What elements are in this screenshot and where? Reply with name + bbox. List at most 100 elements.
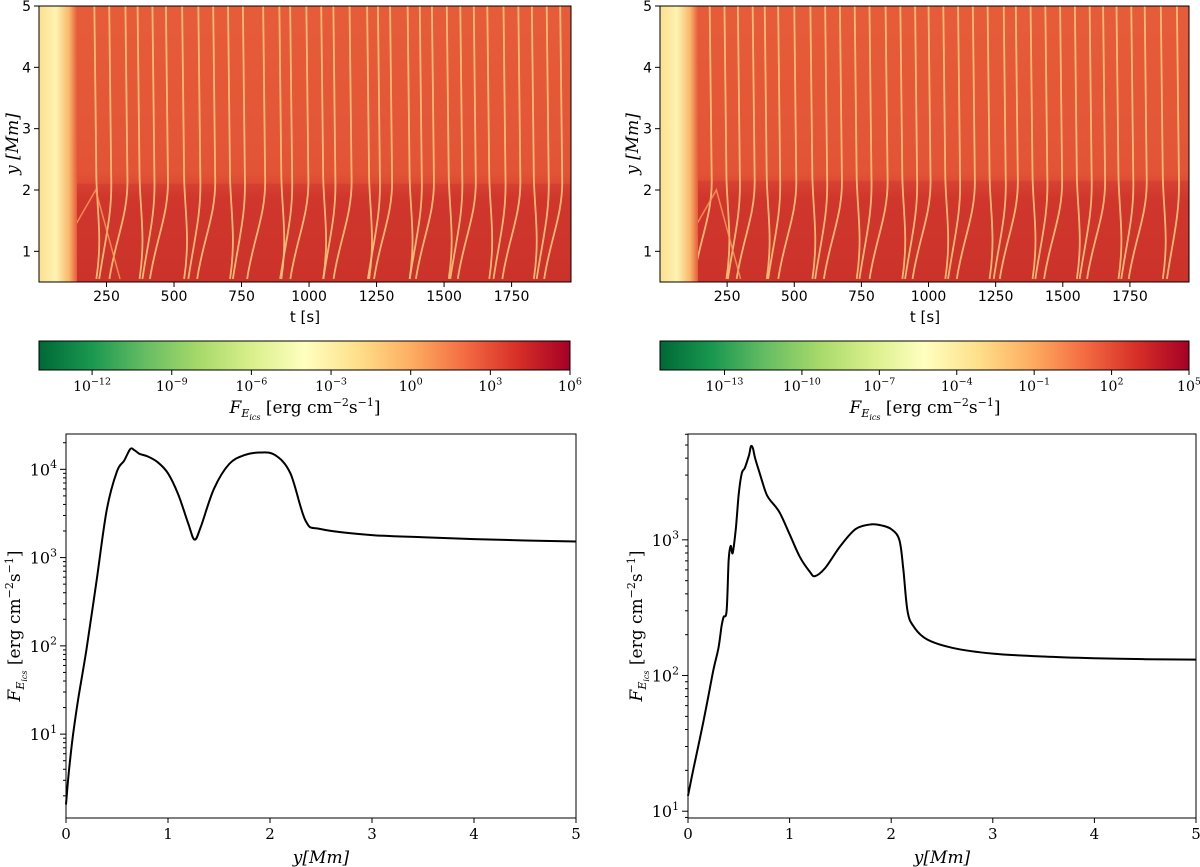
heatmap-streak (492, 6, 507, 280)
x-tick-label: 1500 (426, 289, 462, 305)
heatmap-streak (196, 6, 217, 280)
heatmap-streak (726, 6, 741, 280)
y-tick-label: 101 (30, 723, 57, 744)
colorbar-tick-label: 10−12 (73, 377, 111, 395)
x-tick-label: 1000 (291, 289, 327, 305)
x-axis-label: y[Mm] (292, 848, 350, 867)
x-tick-label: 2 (265, 825, 275, 843)
y-tick-label: 2 (22, 183, 31, 199)
heatmap-streak (322, 6, 337, 280)
heatmap-background (660, 6, 1189, 282)
colorbar-tick-label: 103 (478, 377, 502, 395)
y-axis-label: FEics [erg cm−2s−1] (3, 551, 29, 703)
heatmap-right: 250 500 750 1000 1250 1500 1750 1 2 3 4 5 t [s] y … (623, 0, 1190, 326)
x-tick-label: 500 (161, 289, 188, 305)
colorbar-gradient (659, 340, 1190, 371)
heatmap-streak (501, 6, 522, 280)
heatmap-frame (38, 5, 572, 283)
heatmap-streak (149, 6, 169, 280)
y-tick-label: 102 (652, 664, 679, 685)
line-right: 0 1 2 3 4 5 101 102 103 y[Mm] FEics [erg cm−2s−… (625, 433, 1200, 867)
heatmap-streak (1073, 6, 1081, 280)
heatmap-initial-region (660, 6, 698, 282)
y-tick-label: 1 (643, 244, 652, 260)
x-axis-label: t [s] (290, 308, 320, 326)
heatmap-lower-band (660, 180, 1189, 282)
colorbar-tick-label: 10−6 (235, 377, 267, 395)
heatmap-streak (415, 6, 435, 280)
colorbar-right: 10−13 10−10 10−7 10−4 10−1 102 105 FEics [erg … (659, 340, 1200, 422)
heatmap-streak (814, 6, 829, 280)
x-tick-label: 5 (571, 825, 581, 843)
heatmap-streak (947, 6, 962, 280)
heatmap-streak (767, 6, 782, 280)
colorbar-tick-label: 10−9 (156, 377, 188, 395)
heatmap-streak (486, 6, 494, 280)
x-tick-label: 750 (848, 289, 875, 305)
x-tick-label: 3 (988, 825, 998, 843)
x-tick-label: 1750 (1112, 289, 1148, 305)
heatmap-streak (535, 6, 550, 280)
x-tick-label: 2 (886, 825, 896, 843)
x-tick-label: 500 (781, 289, 808, 305)
heatmap-streak (992, 6, 1007, 280)
y-tick-label: 3 (643, 122, 652, 138)
heatmap-streak (98, 6, 113, 280)
heatmap-streak (543, 6, 564, 280)
heatmap-streak (136, 6, 144, 280)
colorbar-tick-label: 10−1 (1018, 377, 1050, 395)
y-tick-label: 4 (643, 60, 652, 76)
heatmap-streak (367, 6, 381, 280)
heatmap-lower-band (39, 183, 571, 282)
heatmap-streak (998, 6, 1019, 280)
heatmap-streak (911, 6, 932, 280)
heatmap-streak (868, 6, 889, 280)
heatmap-streak (1120, 6, 1135, 280)
heatmap-streak (942, 6, 950, 280)
heatmap-initial-region (39, 6, 77, 282)
y-tick-label: 103 (652, 529, 679, 550)
heatmap-left: 250 500 750 1000 1250 1500 1750 1 2 3 4 5 t [s] y … (3, 0, 572, 326)
heatmap-streak (904, 6, 919, 280)
x-tick-label: 4 (469, 825, 479, 843)
heatmap-streak (332, 6, 353, 280)
heatmap-streak (853, 6, 861, 280)
heatmap-streak (456, 6, 477, 280)
colorbar-left: 10−12 10−9 10−6 10−3 100 103 106 FEics [erg cm… (38, 340, 582, 422)
colorbar-tick-label: 10−13 (706, 377, 744, 395)
y-tick-label: 5 (643, 0, 652, 15)
heatmap-streak (449, 6, 464, 280)
colorbar-tick-label: 102 (1100, 377, 1124, 395)
colorbar-label: FEics [erg cm−2s−1] (229, 396, 381, 422)
x-tick-label: 4 (1090, 825, 1100, 843)
heatmap-streak (1159, 6, 1167, 280)
x-tick-label: 1250 (978, 289, 1014, 305)
heatmap-streak (1127, 6, 1148, 280)
x-tick-label: 250 (714, 289, 741, 305)
line-left: 0 1 2 3 4 5 101 102 103 104 y[Mm] FEics [erg cm−… (3, 433, 581, 867)
heatmap-streak (1029, 6, 1037, 280)
heatmap-streak (955, 6, 976, 280)
colorbar-tick-label: 105 (1177, 377, 1200, 395)
colorbar-gradient (38, 340, 571, 371)
y-tick-label: 5 (22, 0, 31, 15)
colorbar-tick-label: 10−10 (783, 377, 821, 395)
heatmap-streak (141, 6, 156, 280)
colorbar-tick-label: 100 (399, 377, 423, 395)
y-tick-label: 102 (30, 635, 57, 656)
heatmap-streak (530, 6, 538, 280)
heatmap-streak (181, 6, 188, 280)
heatmap-streak (823, 6, 843, 280)
heatmap-frame (659, 5, 1190, 283)
x-tick-label: 1500 (1045, 289, 1081, 305)
series-line (687, 444, 1197, 796)
x-tick-label: 0 (61, 825, 71, 843)
x-tick-label: 0 (683, 825, 693, 843)
heatmap-streak (279, 6, 294, 280)
heatmap-streak (445, 6, 453, 280)
x-tick-label: 5 (1191, 825, 1200, 843)
heatmap-streak (723, 6, 731, 280)
heatmap-streak (231, 6, 246, 280)
x-axis-label: y[Mm] (913, 848, 971, 867)
heatmap-streak (1115, 6, 1123, 280)
